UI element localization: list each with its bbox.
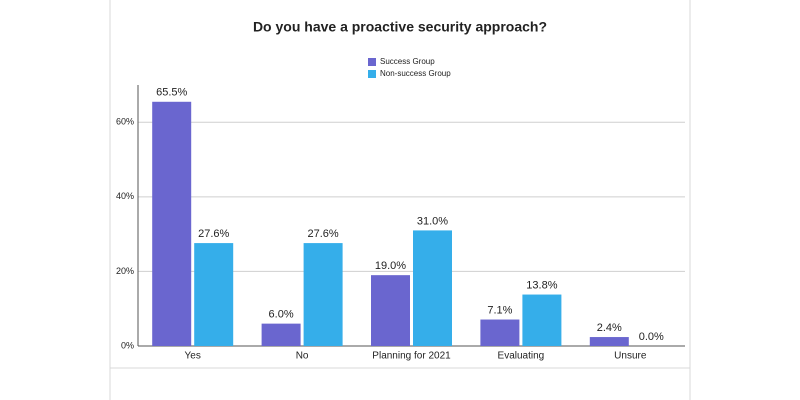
- x-tick-label: Planning for 2021: [372, 351, 451, 362]
- y-tick-label: 0%: [121, 340, 134, 350]
- value-label: 6.0%: [269, 309, 294, 321]
- value-label: 65.5%: [156, 87, 187, 99]
- value-label: 31.0%: [417, 215, 448, 227]
- value-label: 19.0%: [375, 260, 406, 272]
- value-label: 7.1%: [487, 304, 512, 316]
- value-label: 27.6%: [307, 228, 338, 240]
- y-tick-label: 60%: [116, 117, 134, 127]
- value-label: 0.0%: [639, 331, 664, 343]
- legend-label: Success Group: [380, 57, 435, 66]
- legend-label: Non-success Group: [380, 69, 451, 78]
- bar: [589, 337, 629, 346]
- chart-frame: [109, 0, 691, 400]
- y-tick-label: 20%: [116, 266, 134, 276]
- legend-swatch: [368, 58, 376, 66]
- bar: [413, 230, 452, 346]
- bar: [371, 275, 410, 346]
- chart-title: Do you have a proactive security approac…: [253, 19, 547, 35]
- x-tick-label: No: [296, 351, 309, 362]
- bar: [480, 319, 520, 346]
- x-tick-label: Yes: [185, 351, 201, 362]
- value-label: 2.4%: [597, 322, 622, 334]
- x-tick-label: Evaluating: [498, 351, 545, 362]
- bar: [194, 243, 234, 346]
- legend-swatch: [368, 70, 376, 78]
- bar: [303, 243, 343, 346]
- value-label: 13.8%: [526, 279, 557, 291]
- y-tick-label: 40%: [116, 191, 134, 201]
- value-label: 27.6%: [198, 228, 229, 240]
- bar: [261, 323, 301, 346]
- bar: [152, 101, 192, 347]
- bar: [522, 294, 562, 346]
- x-tick-label: Unsure: [614, 351, 647, 362]
